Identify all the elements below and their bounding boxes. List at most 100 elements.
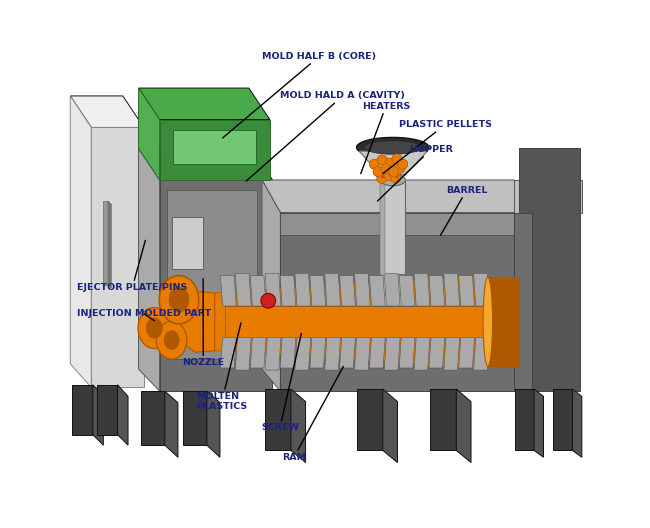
Polygon shape bbox=[414, 274, 430, 306]
Circle shape bbox=[402, 161, 406, 164]
Ellipse shape bbox=[380, 174, 406, 186]
Polygon shape bbox=[383, 389, 398, 463]
Polygon shape bbox=[514, 180, 582, 213]
Circle shape bbox=[381, 164, 391, 173]
Polygon shape bbox=[141, 391, 165, 445]
Polygon shape bbox=[354, 274, 370, 306]
Circle shape bbox=[385, 158, 395, 168]
Polygon shape bbox=[262, 180, 532, 213]
Text: MOLTEN
PLASTICS: MOLTEN PLASTICS bbox=[196, 323, 248, 411]
Circle shape bbox=[395, 175, 398, 178]
Circle shape bbox=[389, 166, 399, 176]
Text: EJECTOR PLATE/PINS: EJECTOR PLATE/PINS bbox=[77, 240, 187, 292]
Text: PLASTIC PELLETS: PLASTIC PELLETS bbox=[383, 120, 491, 174]
Polygon shape bbox=[183, 391, 207, 445]
Polygon shape bbox=[280, 213, 532, 391]
Circle shape bbox=[381, 164, 391, 173]
Polygon shape bbox=[474, 337, 489, 370]
Polygon shape bbox=[265, 337, 281, 370]
Polygon shape bbox=[456, 389, 471, 463]
Polygon shape bbox=[138, 88, 270, 119]
Text: MOLD HALF B (CORE): MOLD HALF B (CORE) bbox=[222, 52, 376, 138]
Circle shape bbox=[393, 168, 396, 172]
Polygon shape bbox=[444, 274, 460, 306]
Polygon shape bbox=[356, 389, 383, 450]
Polygon shape bbox=[265, 274, 281, 306]
Polygon shape bbox=[459, 276, 474, 306]
Polygon shape bbox=[108, 201, 111, 288]
Circle shape bbox=[369, 159, 380, 169]
Polygon shape bbox=[225, 306, 488, 337]
Polygon shape bbox=[214, 275, 488, 369]
Circle shape bbox=[373, 166, 383, 176]
Circle shape bbox=[381, 175, 384, 178]
Polygon shape bbox=[519, 148, 580, 180]
Polygon shape bbox=[369, 337, 385, 368]
Polygon shape bbox=[280, 276, 296, 306]
Text: SCREW: SCREW bbox=[261, 333, 302, 432]
Polygon shape bbox=[138, 88, 159, 180]
Polygon shape bbox=[474, 274, 489, 306]
Polygon shape bbox=[97, 385, 118, 435]
Polygon shape bbox=[262, 180, 280, 391]
Polygon shape bbox=[414, 337, 430, 370]
Polygon shape bbox=[325, 337, 341, 370]
Polygon shape bbox=[291, 389, 306, 463]
Ellipse shape bbox=[159, 276, 199, 324]
Polygon shape bbox=[384, 274, 400, 306]
Polygon shape bbox=[359, 151, 428, 175]
Circle shape bbox=[400, 165, 403, 168]
Polygon shape bbox=[181, 291, 214, 352]
Text: HEATERS: HEATERS bbox=[361, 102, 410, 174]
Polygon shape bbox=[70, 96, 91, 388]
Circle shape bbox=[369, 159, 380, 169]
Circle shape bbox=[395, 164, 405, 173]
Polygon shape bbox=[339, 337, 356, 368]
Polygon shape bbox=[235, 274, 251, 306]
Polygon shape bbox=[519, 148, 580, 391]
Ellipse shape bbox=[146, 318, 162, 338]
Polygon shape bbox=[157, 323, 176, 344]
Circle shape bbox=[374, 161, 377, 164]
Polygon shape bbox=[250, 337, 266, 368]
Polygon shape bbox=[220, 276, 236, 306]
Polygon shape bbox=[380, 180, 385, 275]
Polygon shape bbox=[280, 213, 532, 235]
Polygon shape bbox=[165, 391, 178, 457]
Ellipse shape bbox=[138, 308, 170, 348]
Polygon shape bbox=[159, 119, 270, 180]
Polygon shape bbox=[72, 385, 93, 435]
Circle shape bbox=[389, 160, 393, 163]
Circle shape bbox=[377, 155, 387, 165]
Polygon shape bbox=[374, 275, 411, 295]
Text: HOPPER: HOPPER bbox=[378, 145, 453, 201]
Polygon shape bbox=[235, 337, 251, 370]
Polygon shape bbox=[380, 180, 406, 275]
Polygon shape bbox=[339, 276, 356, 306]
Polygon shape bbox=[70, 96, 144, 127]
Circle shape bbox=[389, 173, 392, 176]
Polygon shape bbox=[207, 391, 220, 457]
Polygon shape bbox=[91, 127, 144, 388]
Polygon shape bbox=[374, 295, 411, 306]
Circle shape bbox=[385, 165, 389, 168]
Circle shape bbox=[384, 171, 394, 181]
Circle shape bbox=[396, 156, 400, 159]
Ellipse shape bbox=[157, 321, 187, 359]
Polygon shape bbox=[459, 337, 474, 368]
Polygon shape bbox=[534, 389, 543, 457]
Circle shape bbox=[261, 294, 276, 308]
Polygon shape bbox=[103, 201, 108, 285]
Circle shape bbox=[373, 166, 383, 176]
Polygon shape bbox=[250, 276, 266, 306]
Polygon shape bbox=[310, 337, 326, 368]
Text: INJECTION MOLDED PART: INJECTION MOLDED PART bbox=[77, 309, 211, 320]
Polygon shape bbox=[220, 337, 236, 368]
Polygon shape bbox=[384, 337, 400, 370]
Circle shape bbox=[392, 154, 402, 164]
Polygon shape bbox=[310, 276, 326, 306]
Polygon shape bbox=[280, 337, 296, 368]
Polygon shape bbox=[173, 130, 255, 164]
Polygon shape bbox=[354, 337, 370, 370]
Text: RAM: RAM bbox=[282, 366, 343, 462]
